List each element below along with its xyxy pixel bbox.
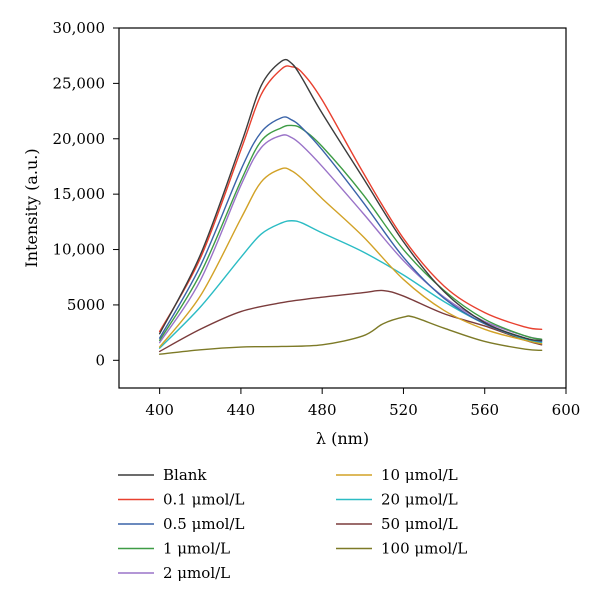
legend-label: 1 μmol/L bbox=[163, 540, 230, 558]
legend-label: 0.5 μmol/L bbox=[163, 515, 244, 533]
x-tick-label: 560 bbox=[470, 401, 499, 419]
axes: 400 440 480 520 560 600 0 5000 10,000 15,000 20,00… bbox=[53, 19, 581, 419]
x-tick-label: 400 bbox=[145, 401, 174, 419]
legend-label: 2 μmol/L bbox=[163, 564, 230, 582]
y-tick-label: 15,000 bbox=[53, 185, 106, 203]
series-line bbox=[158, 58, 543, 342]
series-line bbox=[158, 315, 543, 355]
series-line bbox=[158, 116, 543, 343]
x-tick-label: 440 bbox=[227, 401, 256, 419]
x-axis-title: λ (nm) bbox=[316, 429, 369, 448]
y-tick-label: 5000 bbox=[67, 296, 105, 314]
y-tick-label: 30,000 bbox=[53, 19, 106, 37]
y-tick-label: 25,000 bbox=[53, 74, 106, 92]
series-line bbox=[158, 289, 543, 353]
y-tick-label: 0 bbox=[95, 351, 105, 369]
x-tick-label: 600 bbox=[552, 401, 581, 419]
y-tick-label: 20,000 bbox=[53, 130, 106, 148]
y-tick-label: 10,000 bbox=[53, 241, 106, 259]
legend-label: 100 μmol/L bbox=[381, 540, 467, 558]
legend-label: 10 μmol/L bbox=[381, 466, 458, 484]
legend-label: 20 μmol/L bbox=[381, 491, 458, 509]
x-tick-label: 480 bbox=[308, 401, 337, 419]
series-line bbox=[158, 65, 543, 333]
legend-label: 50 μmol/L bbox=[381, 515, 458, 533]
plot-frame bbox=[118, 27, 567, 389]
legend: Blank 0.1 μmol/L 0.5 μmol/L 1 μmol/L 2 μmol/… bbox=[118, 466, 467, 582]
x-tick-label: 520 bbox=[389, 401, 418, 419]
y-axis-title: Intensity (a.u.) bbox=[22, 148, 41, 267]
legend-label: 0.1 μmol/L bbox=[163, 491, 244, 509]
series-lines bbox=[158, 58, 543, 355]
legend-label: Blank bbox=[163, 466, 207, 484]
series-line bbox=[158, 167, 543, 348]
